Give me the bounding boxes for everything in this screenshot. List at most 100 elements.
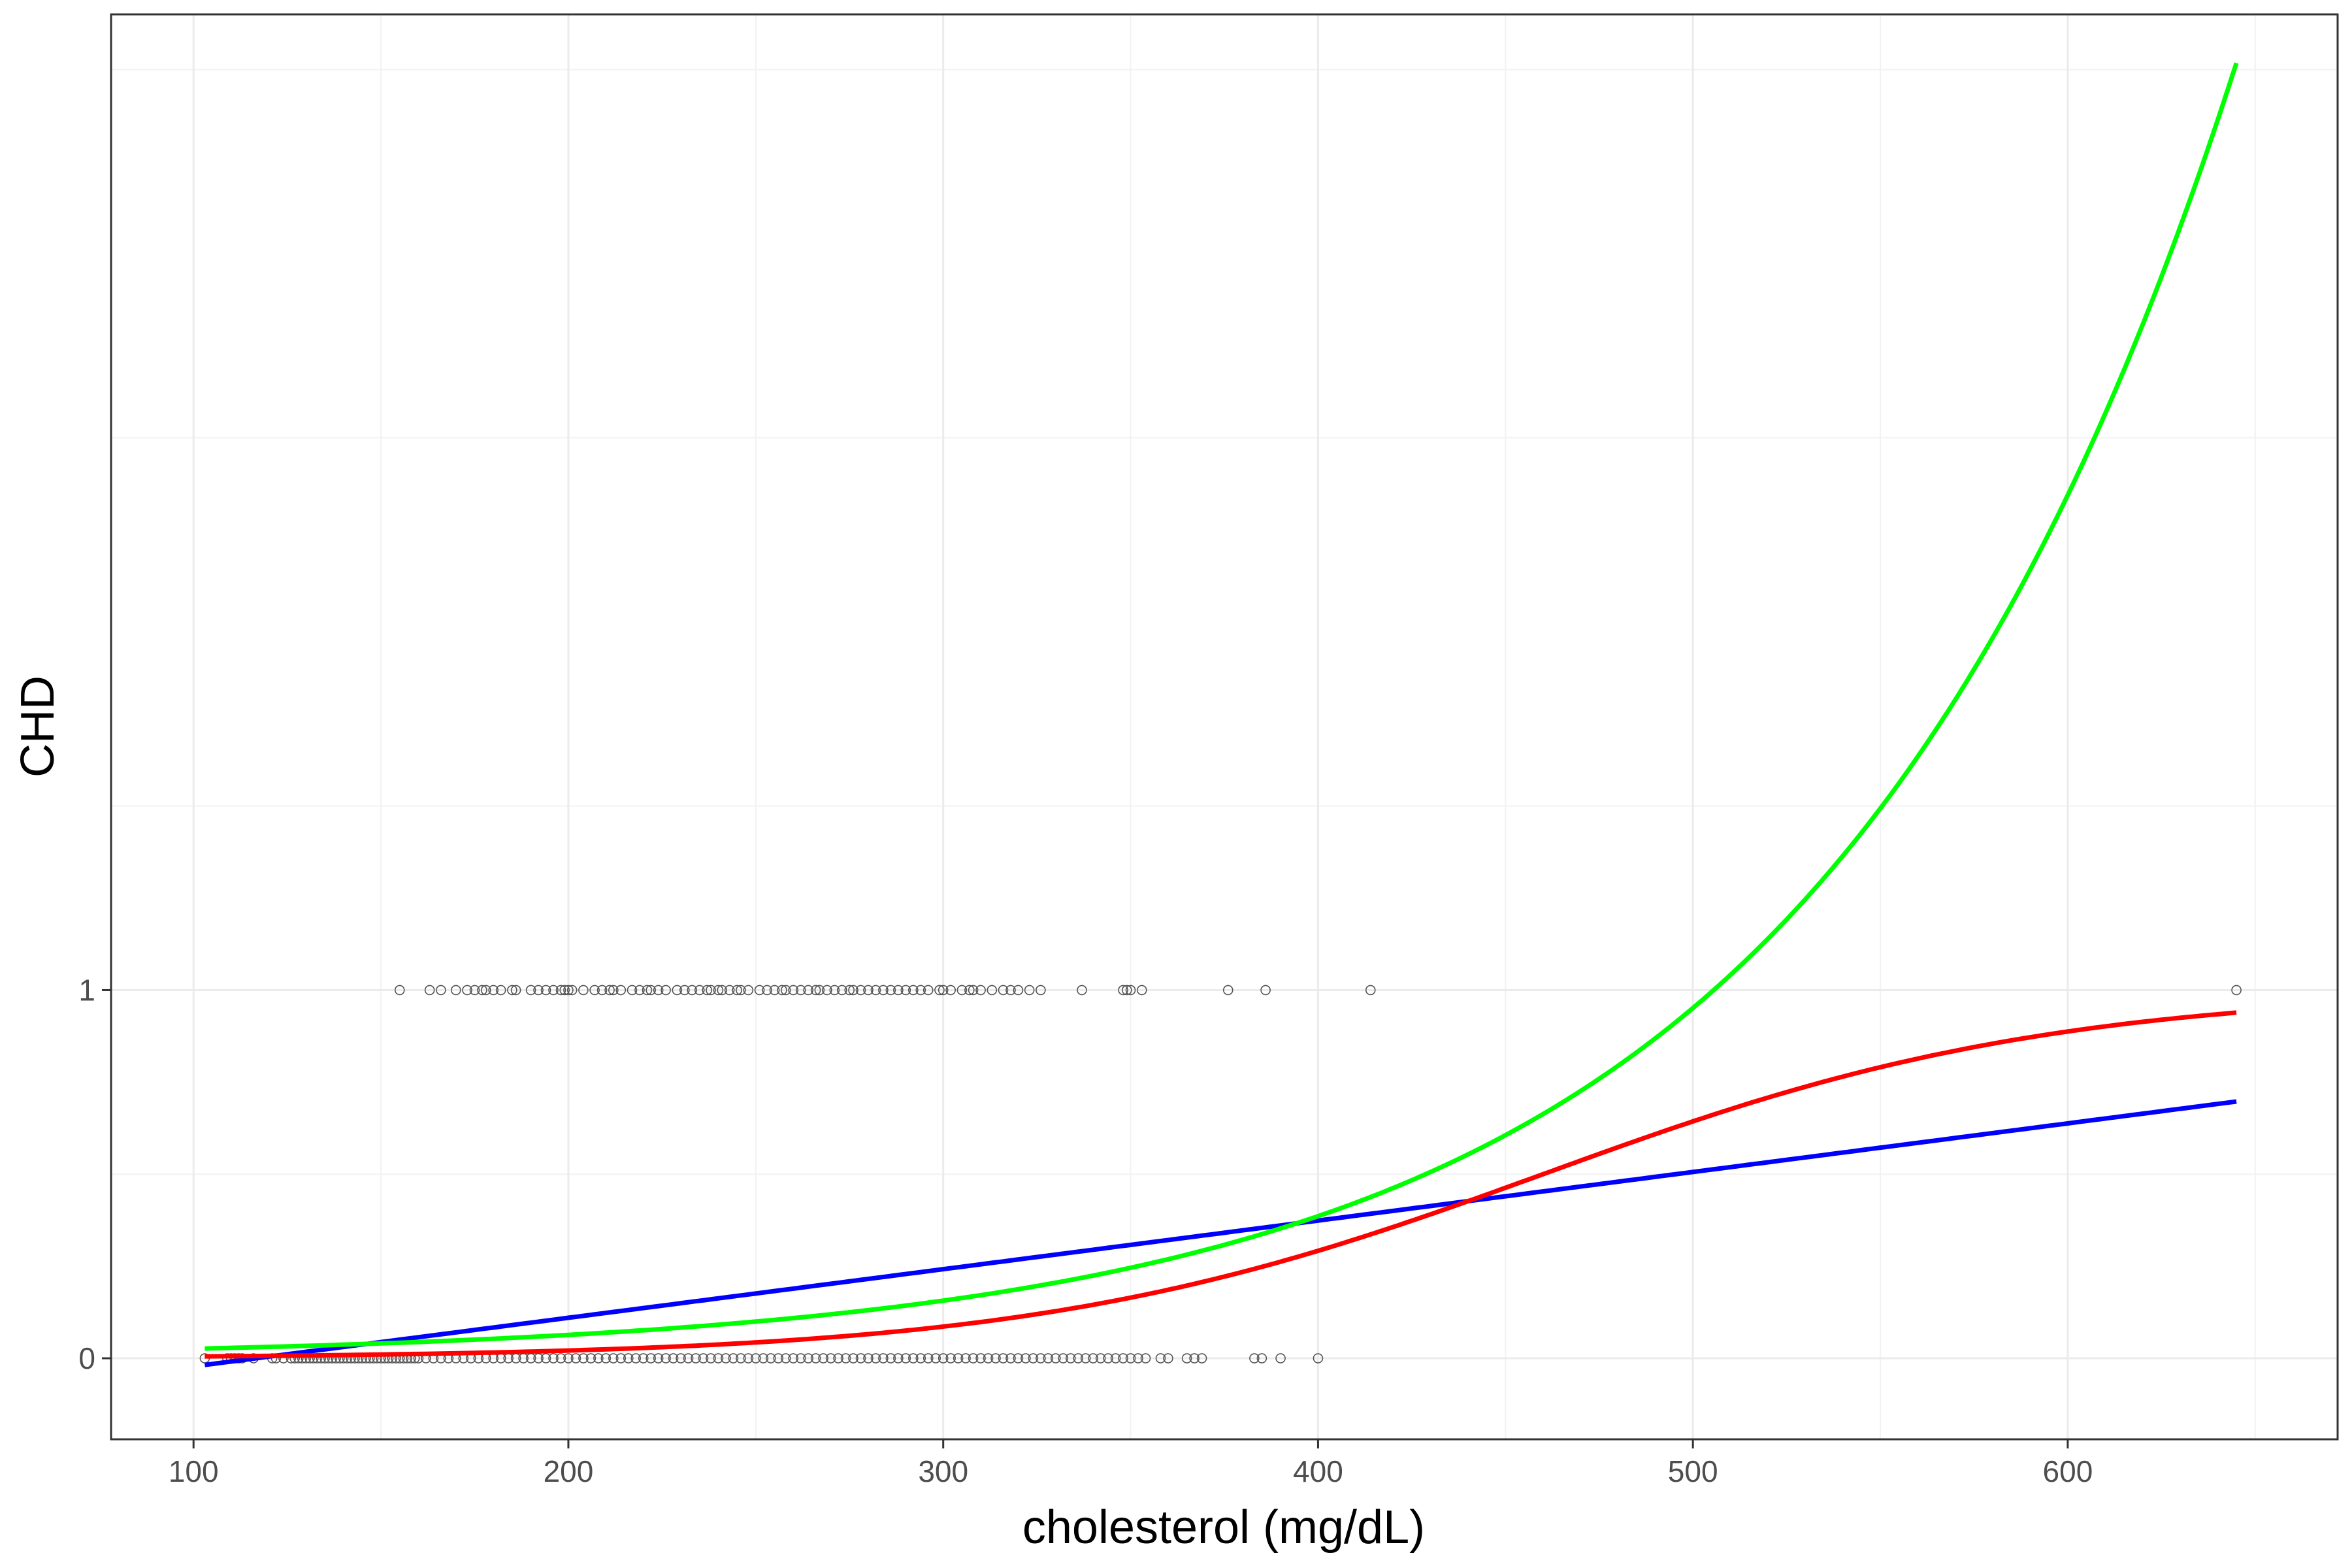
data-point (570, 1353, 581, 1364)
data-point (691, 1353, 701, 1364)
data-point (769, 985, 780, 996)
data-point (593, 1353, 604, 1364)
data-point (394, 985, 405, 996)
data-point (1189, 1353, 1200, 1364)
data-point (840, 1353, 851, 1364)
data-point (713, 1353, 724, 1364)
data-point (736, 1353, 746, 1364)
data-point (855, 985, 866, 996)
data-point (956, 985, 968, 996)
data-point (833, 1353, 843, 1364)
data-point (795, 985, 806, 996)
data-point (706, 985, 716, 996)
tick-labels: 100 200 300 400 500 600 0 1 (78, 973, 2093, 1488)
data-point (968, 1353, 979, 1364)
data-point (803, 1353, 813, 1364)
data-point (676, 1353, 686, 1364)
data-point (777, 985, 787, 996)
x-tick-label: 100 (169, 1454, 219, 1488)
x-axis-title: cholesterol (mg/dL) (1022, 1501, 1425, 1554)
data-point (1080, 1353, 1091, 1364)
plot-panel (111, 14, 2338, 1439)
data-point (548, 1353, 559, 1364)
data-point (855, 1353, 866, 1364)
data-point (923, 1353, 934, 1364)
data-point (945, 985, 956, 996)
data-point (706, 1353, 716, 1364)
data-point (1077, 985, 1087, 996)
data-point (754, 985, 765, 996)
data-point (1028, 1353, 1039, 1364)
data-point (1103, 1353, 1113, 1364)
x-tick-label: 500 (1668, 1454, 1718, 1488)
data-point (615, 985, 627, 996)
data-point (836, 985, 847, 996)
x-tick-label: 400 (1293, 1454, 1343, 1488)
data-point (1013, 1353, 1024, 1364)
data-point (1036, 985, 1046, 996)
data-point (661, 985, 671, 996)
data-point (462, 985, 472, 996)
data-point (566, 985, 578, 996)
data-point (540, 1353, 551, 1364)
data-point (1043, 1353, 1054, 1364)
data-point (1313, 1353, 1324, 1364)
data-point (1196, 1353, 1207, 1364)
panel-border (110, 13, 2339, 1441)
data-point (642, 985, 653, 996)
data-point (975, 1353, 986, 1364)
data-point (1118, 985, 1128, 996)
data-point (585, 1353, 596, 1364)
data-point (1125, 1353, 1136, 1364)
data-point (762, 985, 772, 996)
data-point (975, 985, 986, 996)
data-point (634, 985, 645, 996)
data-point (1058, 1353, 1069, 1364)
data-point (608, 1353, 619, 1364)
data-point (687, 985, 698, 996)
data-point (803, 985, 813, 996)
data-point (668, 1353, 679, 1364)
data-point (1365, 985, 1376, 996)
data-point (1095, 1353, 1106, 1364)
data-point (1181, 1353, 1192, 1364)
data-point (1249, 1353, 1260, 1364)
data-point (780, 1353, 791, 1364)
data-point (728, 1353, 739, 1364)
data-point (653, 985, 664, 996)
panel-frame (110, 13, 2339, 1441)
data-point (661, 1353, 671, 1364)
data-point (1036, 1353, 1046, 1364)
panel-background (111, 14, 2338, 1439)
data-point (1005, 1353, 1016, 1364)
data-point (822, 985, 832, 996)
data-point (1275, 1353, 1286, 1364)
data-point (743, 985, 754, 996)
data-point (436, 985, 446, 996)
major-grid (111, 14, 2338, 1439)
data-point (751, 1353, 761, 1364)
data-points (199, 985, 2242, 1364)
data-point (934, 985, 945, 996)
data-point (1125, 985, 1136, 996)
data-point (953, 1353, 964, 1364)
data-point (814, 985, 825, 996)
data-point (717, 985, 727, 996)
data-point (825, 1353, 836, 1364)
axis-ticks (102, 988, 2069, 1448)
data-point (848, 985, 858, 996)
data-point (645, 985, 656, 996)
data-point (878, 985, 889, 996)
data-point (1155, 1353, 1166, 1364)
data-point (1110, 1353, 1121, 1364)
data-point (578, 1353, 589, 1364)
data-point (1122, 985, 1132, 996)
data-point (1065, 1353, 1076, 1364)
data-point (900, 1353, 911, 1364)
x-tick-label: 300 (918, 1454, 968, 1488)
data-point (578, 985, 589, 996)
y-tick-label: 0 (78, 1341, 95, 1375)
data-point (818, 1353, 828, 1364)
y-tick-label: 1 (78, 973, 95, 1007)
data-point (1118, 1353, 1128, 1364)
